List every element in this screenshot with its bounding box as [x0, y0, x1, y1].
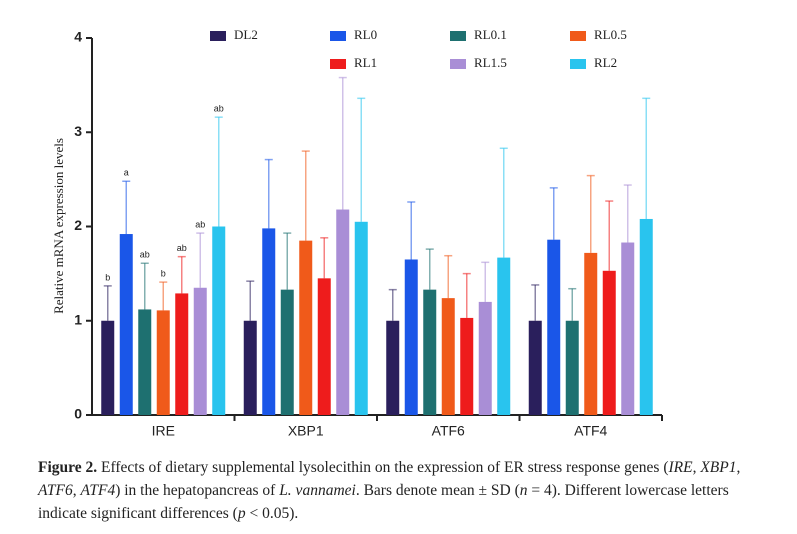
bar	[262, 228, 276, 415]
bar	[602, 270, 616, 415]
legend-swatch	[450, 31, 466, 41]
bar	[478, 301, 492, 415]
legend-label: RL2	[594, 55, 617, 70]
x-tick-label: ATF4	[574, 423, 607, 439]
bar	[175, 293, 189, 415]
bar	[317, 278, 331, 415]
bar	[423, 289, 437, 415]
bar	[565, 320, 579, 415]
bar	[386, 320, 400, 415]
caption-text: XBP1	[700, 459, 737, 476]
legend-label: RL1	[354, 55, 377, 70]
y-tick-label: 2	[74, 217, 82, 233]
caption-text: = 4). Different lowercase letters indica…	[38, 482, 729, 522]
significance-letter: ab	[177, 243, 187, 253]
caption-text: n	[519, 482, 528, 499]
caption-text: ,	[72, 482, 81, 499]
caption-text: ) in the hepatopancreas of	[115, 482, 280, 499]
bar	[336, 209, 350, 415]
caption-text: < 0.05).	[245, 505, 299, 522]
legend-label: DL2	[234, 27, 258, 42]
bar	[193, 287, 207, 415]
bar	[299, 240, 313, 415]
caption-text: ,	[692, 459, 701, 476]
significance-letter: ab	[214, 104, 224, 114]
bar	[404, 259, 418, 415]
x-tick-label: IRE	[152, 423, 175, 439]
caption-text: ,	[736, 459, 741, 476]
bar	[639, 218, 653, 415]
significance-letter: a	[124, 168, 129, 178]
y-axis-title: Relative mRNA expression levels	[51, 138, 66, 314]
caption-text: ATF6	[38, 482, 73, 499]
bar	[497, 257, 511, 415]
bar	[584, 252, 598, 415]
significance-letter: ab	[195, 219, 205, 229]
bar	[354, 221, 368, 415]
legend-swatch	[330, 31, 346, 41]
bar	[547, 239, 561, 415]
significance-letter: ab	[140, 250, 150, 260]
legend-label: RL0.5	[594, 27, 627, 42]
chart: Relative mRNA expression levels 0 1 2 3 4 IRE…	[51, 27, 663, 439]
bar	[460, 317, 474, 415]
legend-label: RL0.1	[474, 27, 507, 42]
caption-text: p	[237, 505, 246, 522]
legend-swatch	[330, 59, 346, 69]
bar	[441, 298, 455, 415]
caption-text: . Bars denote mean ± SD (	[355, 482, 520, 499]
caption-text: Effects of dietary supplemental lysoleci…	[97, 459, 669, 476]
bar	[243, 320, 257, 415]
significance-letter: b	[105, 272, 110, 282]
bar	[280, 289, 294, 415]
caption-text: IRE	[668, 459, 693, 476]
legend-swatch	[570, 31, 586, 41]
bar	[101, 320, 115, 415]
legend-label: RL1.5	[474, 55, 507, 70]
bar	[119, 234, 133, 415]
caption: Figure 2. Effects of dietary supplementa…	[38, 456, 763, 525]
y-tick-label: 0	[74, 406, 82, 422]
legend-swatch	[210, 31, 226, 41]
legend-swatch	[570, 59, 586, 69]
caption-text: L. vannamei	[279, 482, 356, 499]
x-tick-label: ATF6	[432, 423, 465, 439]
legend-label: RL0	[354, 27, 377, 42]
caption-text: ATF4	[80, 482, 116, 499]
bar	[528, 320, 542, 415]
y-tick-label: 1	[74, 311, 82, 327]
y-tick-label: 4	[74, 29, 82, 45]
bar	[621, 242, 635, 415]
caption-label: Figure 2.	[38, 459, 98, 476]
bar	[156, 310, 170, 415]
bar	[138, 309, 152, 415]
legend-swatch	[450, 59, 466, 69]
bar	[212, 226, 226, 415]
x-tick-label: XBP1	[288, 423, 324, 439]
y-tick-label: 3	[74, 123, 82, 139]
significance-letter: b	[161, 268, 166, 278]
